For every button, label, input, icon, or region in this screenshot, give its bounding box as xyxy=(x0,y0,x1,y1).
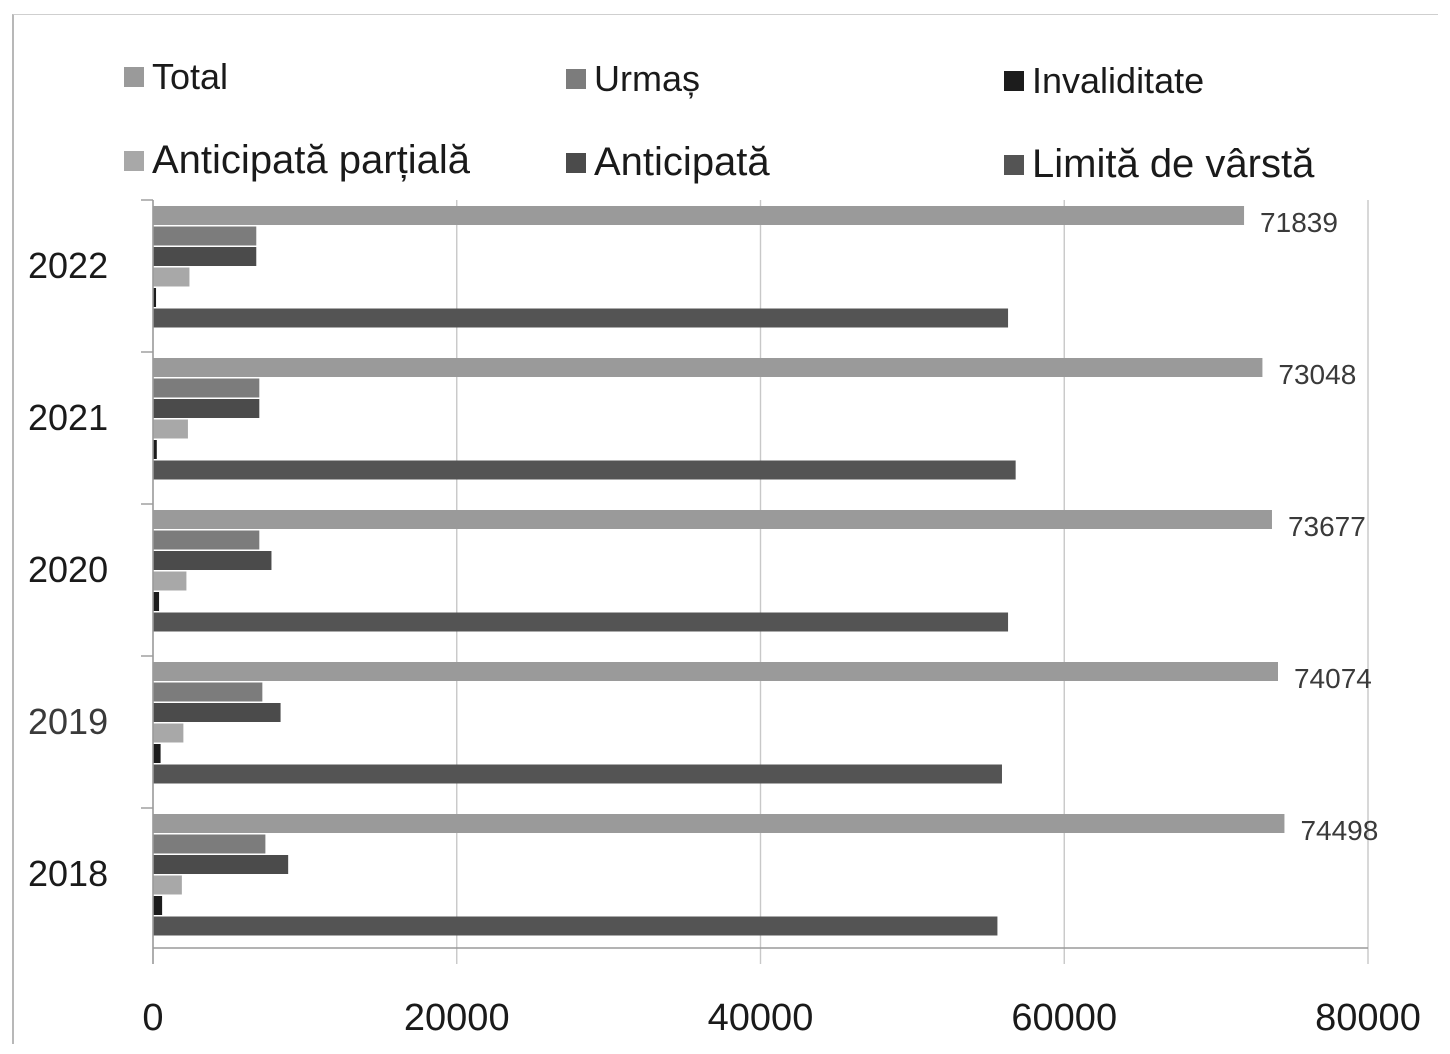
bar-urmas-2022 xyxy=(153,226,257,246)
bar-invaliditate-2022 xyxy=(153,288,157,307)
bar-anticipata-2019 xyxy=(153,703,281,722)
x-tick-label-60000: 60000 xyxy=(1011,997,1117,1039)
y-category-label-2020: 2020 xyxy=(28,549,108,590)
data-label-total-2021: 73048 xyxy=(1278,359,1356,390)
y-category-label-2019: 2019 xyxy=(28,701,108,742)
bar-total-2020 xyxy=(153,510,1272,529)
bar-anticipata-partiala-2022 xyxy=(153,267,190,287)
y-category-label-2022: 2022 xyxy=(28,245,108,286)
bar-invaliditate-2018 xyxy=(153,896,163,915)
bar-urmas-2019 xyxy=(153,682,263,702)
bar-anticipata-2020 xyxy=(153,551,272,570)
y-category-label-2018: 2018 xyxy=(28,853,108,894)
bar-limita-de-varsta-2018 xyxy=(153,916,998,936)
legend-item-limita-de-varsta: Limită de vârstă xyxy=(1004,142,1314,187)
bar-anticipata-2021 xyxy=(153,399,260,418)
y-category-label-2021: 2021 xyxy=(28,397,108,438)
bar-anticipata-2018 xyxy=(153,855,289,874)
data-label-total-2018: 74498 xyxy=(1300,815,1378,846)
legend-swatch-limita-de-varsta xyxy=(1004,154,1024,175)
bar-urmas-2018 xyxy=(153,834,266,854)
legend-label-urmas: Urmaș xyxy=(594,58,700,99)
x-tick-label-20000: 20000 xyxy=(404,997,510,1039)
axes xyxy=(141,199,1368,964)
bar-anticipata-partiala-2020 xyxy=(153,571,187,591)
legend-label-anticipata-partiala: Anticipată parțială xyxy=(152,138,470,182)
legend-label-limita-de-varsta: Limită de vârstă xyxy=(1032,142,1315,186)
legend-item-anticipata-partiala: Anticipată parțială xyxy=(124,138,470,183)
legend-swatch-invaliditate xyxy=(1004,71,1024,91)
bar-invaliditate-2021 xyxy=(153,440,157,459)
legend-label-anticipata: Anticipată xyxy=(594,140,770,184)
data-label-total-2019: 74074 xyxy=(1294,663,1372,694)
bar-urmas-2020 xyxy=(153,530,260,550)
legend-label-invaliditate: Invaliditate xyxy=(1032,60,1205,101)
legend-swatch-anticipata-partiala xyxy=(124,150,144,171)
bar-anticipata-partiala-2018 xyxy=(153,875,182,895)
bar-invaliditate-2020 xyxy=(153,592,160,611)
bar-invaliditate-2019 xyxy=(153,744,161,763)
x-tick-label-80000: 80000 xyxy=(1315,997,1421,1039)
bar-limita-de-varsta-2020 xyxy=(153,612,1009,632)
legend-item-anticipata: Anticipată xyxy=(566,140,770,185)
bar-total-2018 xyxy=(153,814,1285,833)
labels: 0 20000 40000 60000 80000 2022 71839 2021 73048 2… xyxy=(28,207,1421,1039)
bars xyxy=(153,206,1285,936)
legend-item-total: Total xyxy=(124,56,228,98)
bar-total-2019 xyxy=(153,662,1278,681)
bar-limita-de-varsta-2019 xyxy=(153,764,1002,784)
data-label-total-2020: 73677 xyxy=(1288,511,1366,542)
bar-anticipata-partiala-2021 xyxy=(153,419,188,439)
legend-label-total: Total xyxy=(152,56,229,97)
bar-total-2021 xyxy=(153,358,1263,377)
x-tick-label-40000: 40000 xyxy=(708,997,814,1039)
legend-swatch-urmas xyxy=(566,69,586,89)
chart-legend: Total Urmaș Invaliditate Anticipată parț… xyxy=(0,0,1450,200)
bar-limita-de-varsta-2021 xyxy=(153,460,1016,480)
bar-anticipata-2022 xyxy=(153,247,257,266)
bar-total-2022 xyxy=(153,206,1245,225)
bar-urmas-2021 xyxy=(153,378,260,398)
x-tick-label-0: 0 xyxy=(142,997,163,1039)
chart-frame xyxy=(12,14,1438,1044)
legend-swatch-anticipata xyxy=(566,152,586,173)
legend-item-urmas: Urmaș xyxy=(566,58,700,100)
bar-anticipata-partiala-2019 xyxy=(153,723,184,743)
legend-swatch-total xyxy=(124,67,144,87)
data-label-total-2022: 71839 xyxy=(1260,207,1338,238)
legend-item-invaliditate: Invaliditate xyxy=(1004,60,1204,102)
bar-limita-de-varsta-2022 xyxy=(153,308,1009,328)
